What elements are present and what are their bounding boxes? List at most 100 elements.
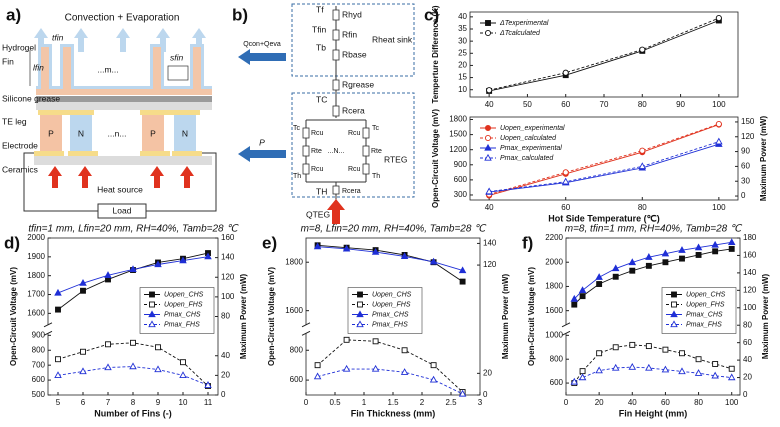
- y-tick-label: 1700: [27, 290, 45, 299]
- marker: [485, 20, 491, 26]
- y-tick-label: 600: [32, 375, 46, 384]
- y2-tick-label: 60: [743, 338, 752, 347]
- x-axis-label: Number of Fins (-): [94, 408, 172, 418]
- marker: [628, 258, 637, 266]
- hydrogel-label: Hydrogel: [2, 42, 36, 52]
- marker: [371, 247, 380, 255]
- x-tick-label: 1: [362, 398, 367, 407]
- series-line: [489, 124, 720, 196]
- marker: [562, 69, 569, 76]
- marker: [645, 262, 652, 269]
- marker: [638, 162, 647, 170]
- n-leg: N: [182, 128, 188, 138]
- wire: [23, 152, 217, 212]
- marker: [596, 281, 603, 287]
- panel-label: f): [522, 233, 533, 252]
- x-tick-label: 7: [106, 398, 111, 407]
- panel-label: a): [6, 5, 21, 24]
- y-tick-label: 1000: [545, 330, 563, 339]
- y2-tick-label: 140: [221, 253, 235, 262]
- marker: [313, 242, 322, 250]
- y-tick-label: 600: [454, 175, 468, 184]
- heat-arrows: [48, 166, 194, 188]
- y2-tick-label: 160: [221, 233, 235, 242]
- panel-label: e): [262, 233, 277, 252]
- y-tick-label: 25: [458, 48, 467, 57]
- marker: [595, 273, 603, 280]
- marker: [679, 255, 685, 262]
- marker: [79, 367, 87, 375]
- x-axis-label: Fin Thickness (mm): [351, 408, 436, 418]
- marker: [458, 266, 467, 274]
- resistance: Rcu: [348, 130, 361, 137]
- marker: [80, 348, 86, 355]
- resistance: Rhyd: [342, 9, 362, 19]
- y2-tick-label: 0: [483, 390, 488, 399]
- y-axis-label: Open-Circuit Voltage (mV): [431, 109, 440, 208]
- grease-label: Silicone grease: [2, 93, 60, 103]
- x-tick-label: 2: [420, 398, 425, 407]
- marker: [372, 338, 379, 345]
- chart-title: m=8, Lfin=20 mm, RH=40%, Tamb=28 ℃: [301, 224, 488, 235]
- y2-tick-label: 120: [743, 285, 757, 294]
- marker: [578, 373, 587, 381]
- y-tick-label: 300: [454, 190, 468, 199]
- resistor: [332, 49, 340, 61]
- marker: [129, 362, 137, 370]
- y2-tick-label: 0: [743, 390, 748, 399]
- plot-frame: [565, 237, 741, 396]
- y2-axis-label: Maximum Power (mW): [239, 273, 248, 359]
- marker: [612, 344, 619, 351]
- resistor: [302, 127, 310, 139]
- x-tick-label: 100: [712, 100, 726, 109]
- legend-label: Pmax_CHS: [686, 311, 723, 318]
- resistor: [332, 9, 340, 21]
- legend-label: Pmax_FHS: [164, 321, 200, 328]
- resistance: Rfin: [342, 29, 357, 39]
- y-tick-label: 1800: [449, 115, 467, 124]
- ceramics-label: Ceramics: [2, 164, 38, 174]
- y2-tick-label: 100: [743, 303, 757, 312]
- x-tick-label: 20: [595, 398, 604, 407]
- vapor-arrows: [34, 28, 206, 52]
- series-line: [317, 244, 463, 282]
- y-tick-label: 1600: [545, 306, 563, 315]
- y2-tick-label: 40: [221, 351, 230, 360]
- x-tick-label: 1.5: [387, 398, 399, 407]
- y2-tick-label: 180: [743, 233, 757, 242]
- marker: [711, 240, 719, 248]
- marker: [671, 301, 677, 308]
- te-module: [34, 110, 212, 165]
- x-tick-label: 0: [304, 398, 309, 407]
- series-line: [317, 339, 463, 393]
- marker: [694, 369, 703, 376]
- series-line: [317, 368, 463, 395]
- marker: [356, 310, 364, 318]
- y2-tick-label: 80: [743, 320, 752, 329]
- y2-tick-label: 0: [221, 390, 226, 399]
- marker: [694, 243, 703, 251]
- marker: [571, 301, 578, 308]
- legend-label: Uopen_CHS: [164, 291, 204, 298]
- resistance: Rcu: [348, 166, 361, 173]
- marker: [645, 343, 652, 350]
- marker: [662, 259, 669, 266]
- y2-tick-label: 60: [741, 162, 750, 171]
- series-line: [489, 20, 720, 92]
- x-tick-label: 0.5: [329, 398, 341, 407]
- legend-label: Uopen_CHS: [372, 291, 412, 298]
- legend-label: ΔTexperimental: [499, 20, 549, 27]
- x-axis-label: Fin Height (mm): [619, 408, 688, 418]
- y2-tick-label: 120: [221, 272, 235, 281]
- resistor: [332, 79, 340, 91]
- legend-label: Pmax_calculated: [500, 155, 554, 162]
- x-tick-label: 60: [561, 203, 570, 212]
- marker: [342, 244, 351, 252]
- y-tick-label: 1600: [27, 308, 45, 317]
- node: Tfin: [312, 24, 326, 34]
- legend-label: Uopen_experimental: [500, 125, 565, 132]
- p-leg: P: [48, 128, 54, 138]
- legend-label: Pmax_experimental: [500, 145, 562, 152]
- heat-flow: QTEG: [306, 209, 330, 219]
